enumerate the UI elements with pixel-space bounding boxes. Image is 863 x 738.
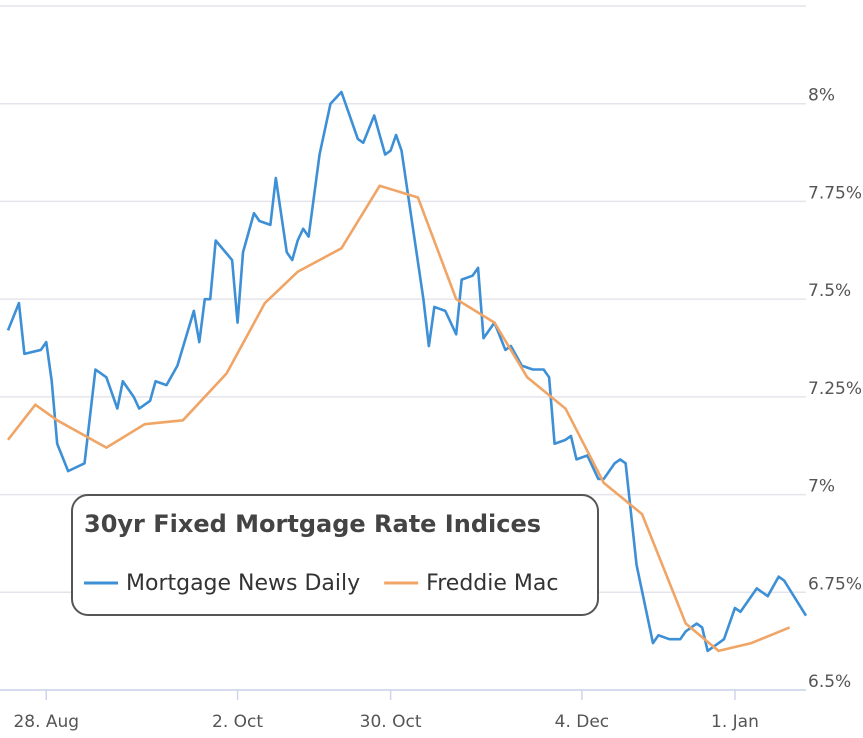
y-tick-label: 7.5% — [808, 281, 851, 301]
y-tick-label: 7.25% — [808, 379, 862, 399]
x-tick-label: 4. Dec — [555, 712, 610, 732]
y-tick-label: 8% — [808, 86, 835, 106]
y-tick-label: 7% — [808, 477, 835, 497]
y-tick-label: 7.75% — [808, 183, 862, 203]
x-tick-label: 1. Jan — [711, 712, 759, 732]
x-tick-label: 28. Aug — [13, 712, 79, 732]
y-tick-label: 6.5% — [808, 672, 851, 692]
legend-box — [71, 494, 599, 616]
x-tick-label: 30. Oct — [360, 712, 422, 732]
legend: 30yr Fixed Mortgage Rate Indices Mortgag… — [71, 494, 599, 616]
legend-label: Mortgage News Daily — [126, 571, 360, 596]
series-line — [6, 184, 791, 653]
legend-title: 30yr Fixed Mortgage Rate Indices — [84, 510, 541, 538]
series-line — [6, 90, 808, 653]
y-tick-label: 6.75% — [808, 574, 862, 594]
x-tick-label: 2. Oct — [212, 712, 263, 732]
legend-label: Freddie Mac — [426, 571, 558, 596]
